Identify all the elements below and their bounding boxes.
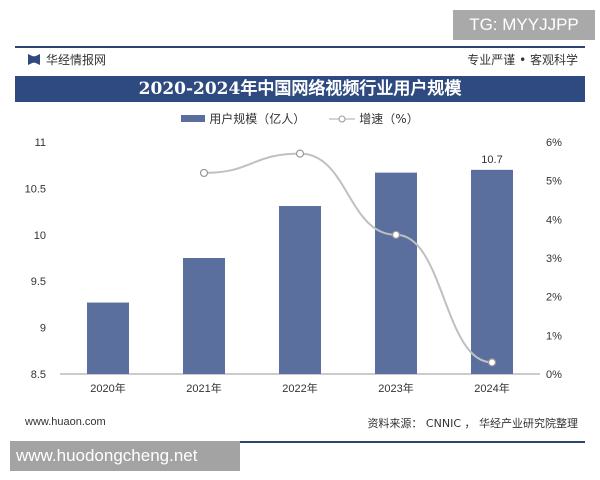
growth-point xyxy=(487,358,497,367)
slogan: 专业严谨 • 客观科学 xyxy=(467,53,578,67)
bar xyxy=(87,302,129,374)
left-tick-label: 8.5 xyxy=(31,369,46,381)
frame-bottom-line xyxy=(15,441,585,443)
left-tick-label: 10.5 xyxy=(25,183,46,195)
legend-bar-swatch xyxy=(181,115,206,122)
right-tick-label: 6% xyxy=(546,137,562,149)
brand-name: 华经情报网 xyxy=(46,53,107,67)
chart-plot: 8.5 9 9.5 10 10.5 11 0% 1% 2% 3% 4% 5% 6% 2020年 2021年 2… xyxy=(25,137,563,395)
left-tick-label: 10 xyxy=(34,230,46,242)
brand-logo-icon xyxy=(28,54,40,65)
left-tick-label: 9.5 xyxy=(31,276,46,288)
x-tick-label: 2020年 xyxy=(90,381,125,395)
bar xyxy=(279,206,321,374)
bar xyxy=(375,172,417,374)
chart-title: 2020-2024年中国网络视频行业用户规模 xyxy=(15,76,585,102)
right-tick-label: 4% xyxy=(546,214,562,226)
bar xyxy=(183,258,225,374)
brand: 华经情报网 xyxy=(28,51,106,68)
footer-site: www.huaon.com xyxy=(25,416,106,428)
x-tick-label: 2021年 xyxy=(186,381,221,395)
watermark: www.huodongcheng.net xyxy=(10,441,240,471)
frame-top-line xyxy=(15,46,585,48)
left-tick-label: 9 xyxy=(40,323,46,335)
legend-line: 增速（%） xyxy=(329,110,419,127)
right-tick-label: 3% xyxy=(546,253,562,265)
legend-line-label: 增速（%） xyxy=(359,112,419,126)
growth-point xyxy=(295,149,305,158)
legend-bar-label: 用户规模（亿人） xyxy=(209,112,306,126)
growth-point xyxy=(199,168,209,178)
legend-line-swatch xyxy=(329,115,356,122)
right-tick-label: 5% xyxy=(546,176,562,188)
right-tick-label: 1% xyxy=(546,330,562,342)
growth-line xyxy=(203,152,493,364)
data-label: 10.7 xyxy=(481,154,502,166)
bar xyxy=(471,169,513,374)
x-tick-label: 2022年 xyxy=(282,381,317,395)
x-tick-label: 2023年 xyxy=(378,381,413,395)
right-tick-label: 0% xyxy=(546,369,562,381)
left-tick-label: 11 xyxy=(35,137,46,149)
growth-point xyxy=(391,230,401,239)
tg-overlay: TG: MYYJJPP xyxy=(453,10,595,40)
legend: 用户规模（亿人） 增速（%） xyxy=(0,110,600,127)
legend-bar: 用户规模（亿人） xyxy=(181,110,305,127)
right-tick-label: 2% xyxy=(546,292,562,304)
footer-source: 资料来源： CNNIC ， 华经产业研究院整理 xyxy=(367,417,578,430)
x-tick-label: 2024年 xyxy=(474,381,509,395)
